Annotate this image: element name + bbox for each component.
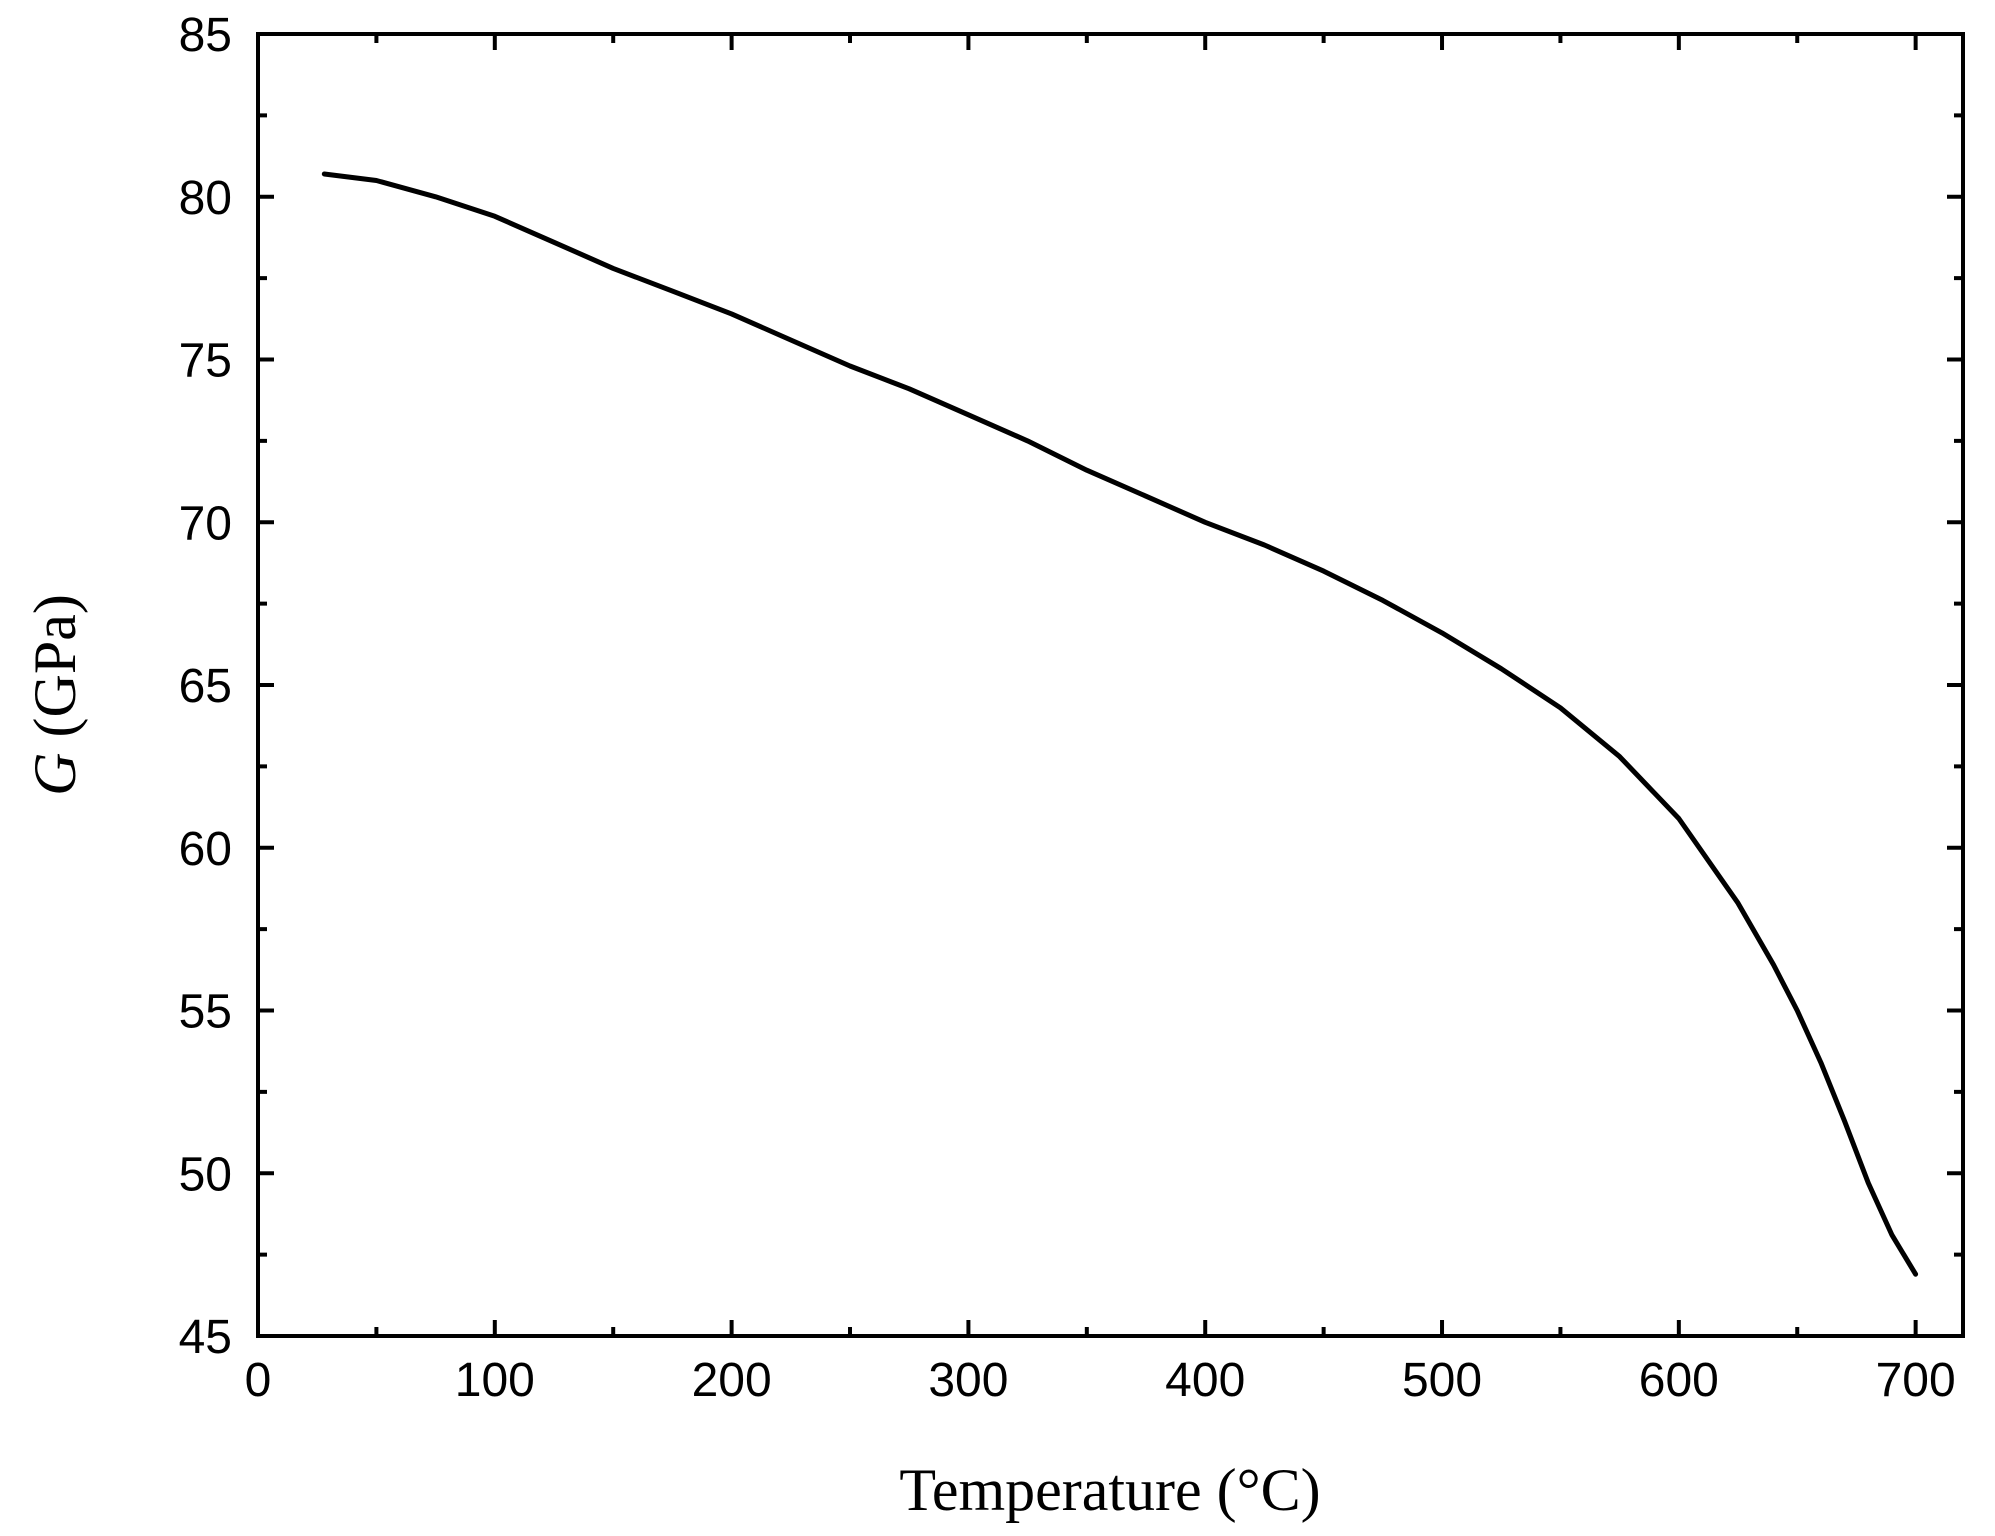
x-axis-title: Temperature (°C): [899, 1457, 1320, 1523]
y-axis-unit: (GPa): [22, 594, 88, 752]
x-tick-label: 700: [1876, 1354, 1956, 1407]
plot-area: [321, 171, 1919, 1277]
y-tick-label: 45: [179, 1311, 232, 1364]
series-line: [321, 171, 1919, 1277]
x-tick-label: 500: [1402, 1354, 1482, 1407]
x-tick-label: 400: [1165, 1354, 1245, 1407]
y-tick-label: 85: [179, 9, 232, 62]
y-tick-label: 70: [179, 497, 232, 550]
x-tick-label: 0: [245, 1354, 272, 1407]
x-tick-label: 300: [928, 1354, 1008, 1407]
x-tick-label: 100: [455, 1354, 535, 1407]
x-tick-label: 200: [692, 1354, 772, 1407]
y-tick-label: 50: [179, 1148, 232, 1201]
y-tick-label: 60: [179, 823, 232, 876]
y-tick-label: 75: [179, 335, 232, 388]
y-axis-symbol: G: [22, 752, 88, 795]
y-tick-label: 80: [179, 172, 232, 225]
axes: 0 100 200 300 400 500 600 700 45 50 55 60 65 70 75 80 85: [179, 9, 1965, 1407]
y-tick-label: 65: [179, 660, 232, 713]
x-tick-label: 600: [1639, 1354, 1719, 1407]
plot-frame: [256, 32, 1965, 1338]
y-tick-label: 55: [179, 986, 232, 1039]
y-axis-title: G (GPa): [22, 594, 88, 796]
